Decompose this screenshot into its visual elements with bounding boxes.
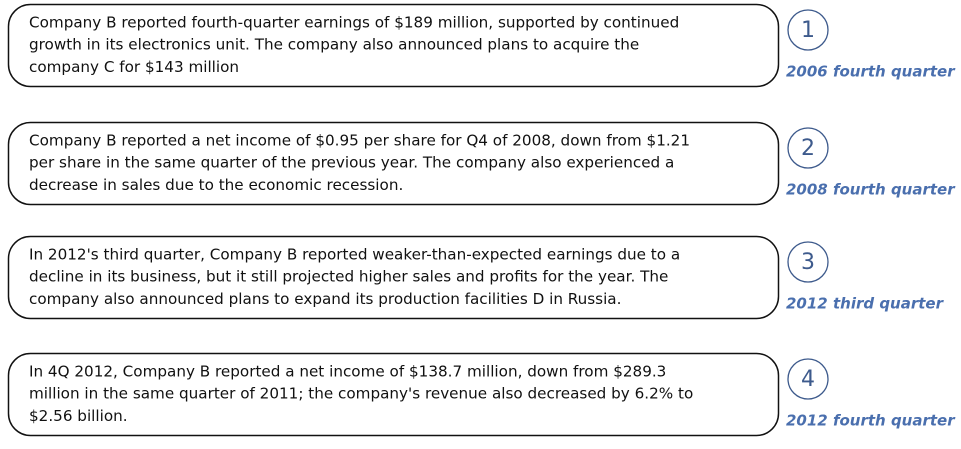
number-circle xyxy=(787,9,829,51)
box-text-line: In 4Q 2012, Company B reported a net inc… xyxy=(29,363,666,381)
text-box xyxy=(7,352,780,437)
box-text-line: per share in the same quarter of the pre… xyxy=(29,154,674,172)
box-text-line: growth in its electronics unit. The comp… xyxy=(29,36,639,54)
text-box xyxy=(7,3,780,88)
period-label: 2012 fourth quarter xyxy=(786,412,956,430)
box-text-line: In 2012's third quarter, Company B repor… xyxy=(29,246,680,264)
number: 4 xyxy=(801,367,815,392)
number-circle xyxy=(787,358,829,400)
box-text-line: decline in its business, but it still pr… xyxy=(29,268,668,286)
text-box xyxy=(7,235,780,320)
box-text-line: million in the same quarter of 2011; the… xyxy=(29,385,693,403)
period-label: 2006 fourth quarter xyxy=(786,63,956,81)
number-circle xyxy=(787,127,829,169)
period-label: 2012 third quarter xyxy=(786,295,945,313)
box-text-line: decrease in sales due to the economic re… xyxy=(29,176,403,194)
box-text-line: company also announced plans to expand i… xyxy=(29,290,621,308)
number-circle xyxy=(787,241,829,283)
number: 2 xyxy=(801,136,815,161)
number: 1 xyxy=(801,18,815,43)
box-text-line: Company B reported fourth-quarter earnin… xyxy=(29,14,679,32)
period-label: 2008 fourth quarter xyxy=(786,181,956,199)
box-text-line: company C for $143 million xyxy=(29,58,239,76)
text-box xyxy=(7,121,780,206)
number: 3 xyxy=(801,250,815,275)
box-text-line: Company B reported a net income of $0.95… xyxy=(29,132,690,150)
box-text-line: $2.56 billion. xyxy=(29,407,128,425)
